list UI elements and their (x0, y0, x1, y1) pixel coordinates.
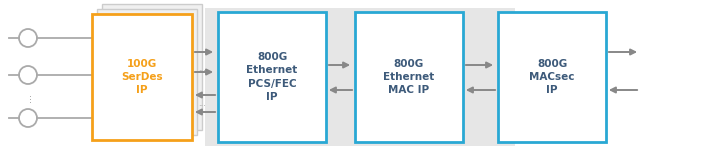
Bar (205, 8, 515, 146)
Bar (92, 14, 192, 140)
Bar (498, 12, 606, 142)
Bar (218, 12, 326, 142)
Bar (102, 4, 202, 130)
Text: 800G
Ethernet
MAC IP: 800G Ethernet MAC IP (383, 59, 435, 95)
Text: 800G
Ethernet
PCS/FEC
IP: 800G Ethernet PCS/FEC IP (246, 52, 297, 102)
Text: ...: ... (23, 93, 33, 102)
Text: ···: ··· (198, 67, 206, 77)
Text: 100G
SerDes
IP: 100G SerDes IP (121, 59, 163, 95)
Bar (355, 12, 463, 142)
Text: ···: ··· (198, 102, 206, 111)
Text: 800G
MACsec
IP: 800G MACsec IP (529, 59, 575, 95)
Bar (97, 9, 197, 135)
